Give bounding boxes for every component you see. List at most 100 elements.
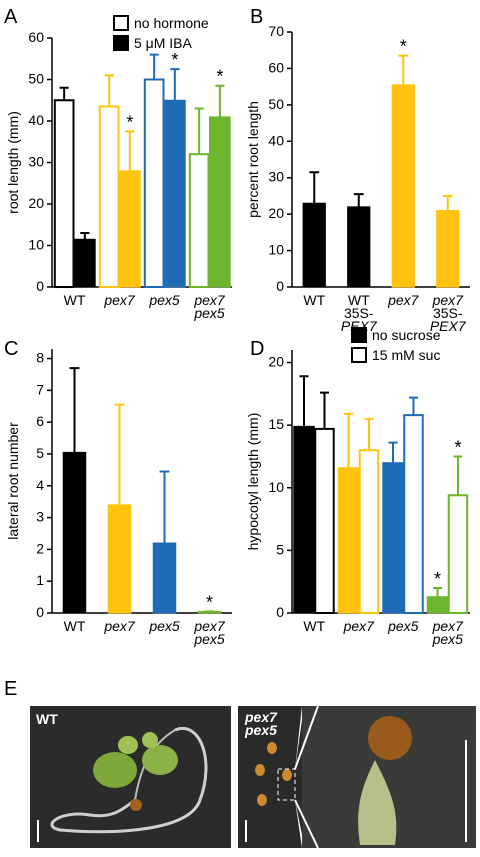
- bar: [98, 105, 120, 288]
- legend-swatch: [351, 327, 367, 343]
- y-tick-label: 50: [268, 96, 284, 112]
- error-bar: [159, 470, 170, 544]
- error-bar: [59, 86, 69, 101]
- y-tick-label: 5: [36, 445, 44, 461]
- error-bar: [104, 74, 114, 107]
- y-tick-label: 30: [268, 168, 284, 184]
- y-tick-label: 10: [268, 241, 284, 257]
- x-tick-label: pex7: [387, 292, 420, 308]
- error-bar: [319, 391, 329, 429]
- legend-label: no hormone: [134, 15, 209, 31]
- error-bar: [388, 441, 398, 463]
- error-bar: [453, 455, 463, 496]
- y-tick-label: 5: [276, 541, 284, 557]
- leaf: [142, 745, 178, 775]
- error-bar: [215, 84, 225, 117]
- x-tick-label: pex7: [103, 618, 136, 634]
- significance: *: [400, 37, 407, 57]
- error-bar: [149, 53, 159, 80]
- bar: [164, 99, 186, 288]
- x-tick-label: pex7: [343, 618, 376, 634]
- leaf: [118, 736, 138, 754]
- seed: [130, 799, 142, 811]
- panel-letter: C: [4, 338, 18, 360]
- bar: [403, 414, 424, 614]
- significance: *: [126, 112, 133, 132]
- leaf: [93, 752, 137, 788]
- y-tick-label: 70: [268, 23, 284, 39]
- photo-panel: [30, 705, 476, 849]
- x-tick-label: WT 35S-PEX7: [341, 292, 378, 334]
- y-tick-label: 0: [36, 278, 44, 294]
- legend-swatch: [113, 15, 129, 31]
- hypocotyl: [358, 760, 397, 845]
- error-bar: [299, 375, 309, 427]
- y-tick-label: 8: [36, 349, 44, 365]
- y-tick-label: 20: [268, 353, 284, 369]
- bar: [391, 84, 415, 288]
- bar: [293, 425, 315, 614]
- y-tick-label: 10: [268, 478, 284, 494]
- y-tick-label: 1: [36, 572, 44, 588]
- error-bar: [408, 396, 418, 416]
- y-tick-label: 50: [28, 70, 44, 86]
- bar: [107, 504, 132, 614]
- zoom-line: [295, 800, 302, 848]
- y-tick-label: 30: [28, 153, 44, 169]
- error-bar: [194, 107, 204, 155]
- panel-letter: B: [250, 6, 263, 28]
- y-tick-label: 0: [36, 604, 44, 620]
- seed-coat: [368, 716, 412, 760]
- error-bar: [353, 193, 364, 207]
- y-axis-label: root length (mm): [5, 111, 21, 214]
- bar: [302, 202, 326, 288]
- seedling: [257, 794, 267, 806]
- zoom-line: [294, 799, 319, 849]
- y-tick-label: 6: [36, 413, 44, 429]
- significance: *: [216, 67, 223, 87]
- zoom-line: [295, 706, 302, 769]
- bar: [53, 99, 75, 288]
- error-bar: [309, 171, 320, 204]
- legend-label: 15 mM suc: [372, 347, 440, 363]
- y-tick-label: 15: [268, 416, 284, 432]
- significance: *: [434, 569, 441, 589]
- bar: [74, 238, 96, 288]
- zoom-box: [277, 768, 296, 801]
- bar: [143, 78, 165, 288]
- y-tick-label: 2: [36, 540, 44, 556]
- bar: [358, 449, 380, 615]
- legend-label: no sucrose: [372, 327, 441, 343]
- y-tick-label: 20: [268, 205, 284, 221]
- error-bar: [125, 130, 135, 171]
- y-tick-label: 7: [36, 381, 44, 397]
- error-bar: [80, 232, 90, 240]
- y-tick-label: 3: [36, 508, 44, 524]
- x-tick-label: pex5: [387, 618, 419, 634]
- x-tick-label: pex7: [103, 292, 136, 308]
- y-tick-label: 0: [276, 278, 284, 294]
- bar: [119, 170, 141, 288]
- y-tick-label: 10: [28, 236, 44, 252]
- bar: [436, 210, 460, 288]
- bar: [382, 462, 404, 614]
- y-tick-label: 20: [28, 195, 44, 211]
- error-bar: [114, 403, 125, 505]
- x-tick-label: WT: [64, 292, 86, 308]
- leaf: [142, 732, 158, 748]
- error-bar: [69, 367, 80, 453]
- x-tick-label: WT: [303, 618, 325, 634]
- seedling: [255, 764, 265, 776]
- x-tick-label: pex7 pex5: [432, 618, 465, 647]
- error-bar: [442, 194, 453, 211]
- significance: *: [454, 437, 461, 457]
- legend-swatch: [351, 347, 367, 363]
- significance: *: [171, 50, 178, 70]
- error-bar: [398, 54, 409, 85]
- error-bar: [364, 417, 374, 451]
